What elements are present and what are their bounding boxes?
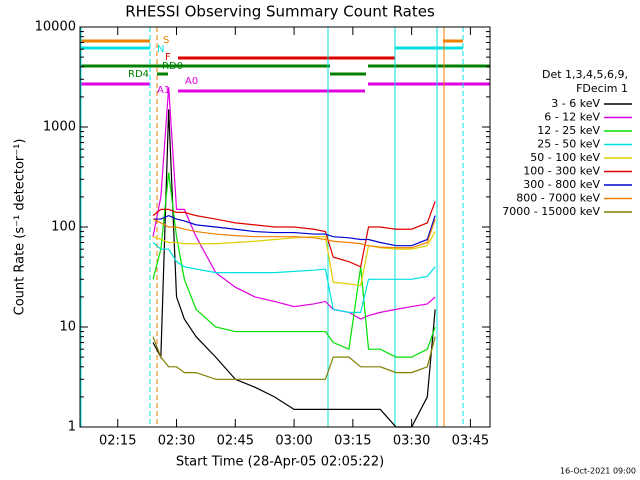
annotation: F	[165, 52, 171, 63]
footer: 16-Oct-2021 09:00	[560, 467, 636, 476]
x-tick-label: 03:30	[393, 434, 430, 449]
legend-label: 6 - 12 keV	[544, 111, 600, 124]
series-line	[152, 109, 436, 428]
annotation: A1	[157, 85, 170, 96]
y-tick-label: 1000	[43, 120, 76, 135]
y-tick-label: 10000	[35, 20, 76, 35]
x-tick-label: 02:30	[158, 434, 195, 449]
series-line	[152, 87, 436, 320]
x-axis-label: Start Time (28-Apr-05 02:05:22)	[176, 455, 384, 470]
x-tick-label: 03:00	[275, 434, 312, 449]
legend-label: 100 - 300 keV	[523, 165, 600, 178]
y-tick-label: 100	[51, 220, 76, 235]
legend-label: 7000 - 15000 keV	[502, 205, 600, 218]
series-line	[152, 201, 436, 268]
annotation: A0	[185, 76, 198, 87]
annotation: N	[157, 44, 164, 55]
legend-label: 25 - 50 keV	[537, 138, 600, 151]
legend-title: Det 1,3,4,5,6,9,	[542, 68, 628, 81]
legend-title: FDecim 1	[576, 82, 628, 95]
y-tick-label: 1	[68, 420, 76, 435]
state-bars	[80, 39, 490, 93]
chart-title: RHESSI Observing Summary Count Rates	[125, 3, 435, 21]
y-axis-label: Count Rate (s⁻¹ detector⁻¹)	[13, 139, 28, 316]
legend-label: 300 - 800 keV	[523, 178, 600, 191]
annotation: RD0	[162, 61, 183, 72]
series-line	[152, 218, 436, 249]
series-line	[153, 214, 436, 247]
x-tick-label: 02:45	[217, 434, 254, 449]
series-line	[152, 242, 436, 313]
legend-label: 50 - 100 keV	[530, 151, 600, 164]
series-line	[152, 172, 436, 358]
x-tick-label: 03:15	[334, 434, 371, 449]
legend-label: 800 - 7000 keV	[516, 192, 600, 205]
series-line	[152, 336, 436, 380]
legend-label: 12 - 25 keV	[537, 124, 600, 137]
legend-label: 3 - 6 keV	[551, 97, 600, 110]
x-tick-label: 02:15	[99, 434, 136, 449]
annotation: RD4	[128, 69, 149, 80]
annotation: S	[163, 35, 169, 46]
x-tick-label: 03:45	[452, 434, 489, 449]
y-tick-label: 10	[59, 320, 76, 335]
